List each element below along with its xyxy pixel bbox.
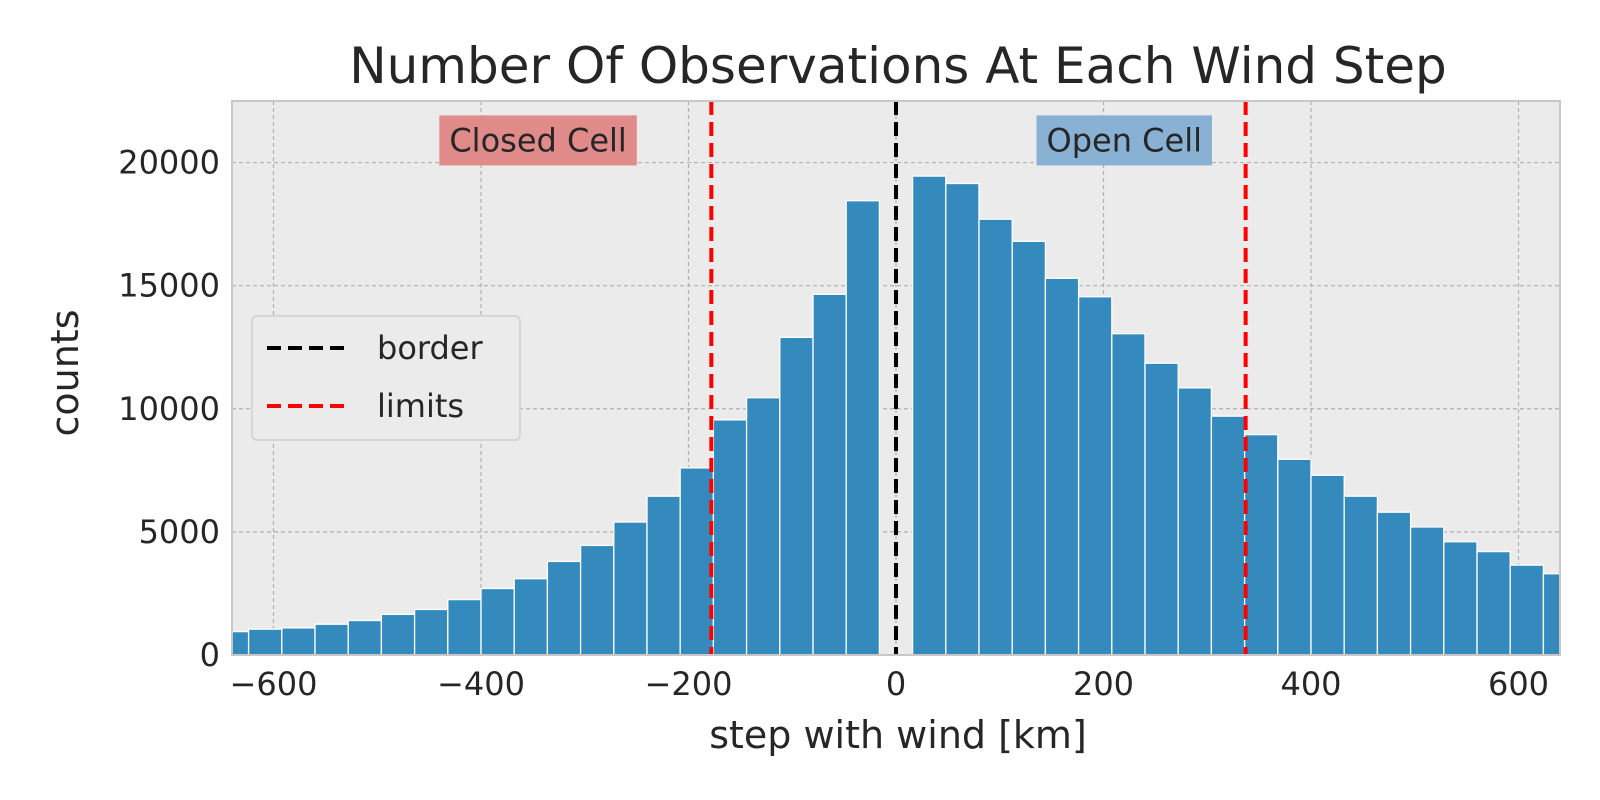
y-tick-label: 20000 [118, 144, 220, 182]
histogram-bar [579, 544, 615, 655]
histogram-bar [1077, 296, 1113, 655]
histogram-bar [480, 587, 515, 655]
histogram-bar [1210, 415, 1246, 655]
histogram-bar [845, 200, 881, 655]
annotation-text: Open Cell [1047, 121, 1202, 159]
histogram-bar [513, 578, 549, 655]
histogram-bar [679, 467, 715, 655]
y-tick-label: 15000 [118, 267, 220, 305]
x-tick-label: 200 [1073, 665, 1134, 703]
histogram-bar [945, 182, 980, 655]
histogram-bar [1310, 474, 1345, 655]
x-tick-label: −200 [645, 665, 733, 703]
histogram-bar [779, 336, 814, 655]
histogram-bar [1509, 564, 1545, 655]
histogram-bar [247, 628, 283, 655]
plot-frame [231, 100, 1561, 656]
x-tick-label: 600 [1488, 665, 1549, 703]
histogram-bar [1044, 277, 1080, 655]
x-tick-label: −600 [230, 665, 318, 703]
legend-label-border: border [377, 329, 483, 367]
histogram-bar [1111, 333, 1146, 655]
histogram-bar [413, 608, 449, 655]
x-tick-label: −400 [437, 665, 525, 703]
annotation-box [439, 115, 637, 166]
histogram-bar [812, 293, 847, 655]
histogram-bar [1443, 541, 1478, 655]
y-tick-label: 0 [200, 636, 220, 674]
x-tick-labels: −600 −400 −200 0 200 400 600 [230, 665, 1549, 703]
histogram-bar [613, 521, 648, 655]
y-tick-labels: 0 5000 10000 15000 20000 [118, 144, 220, 674]
y-axis-label: counts [43, 309, 87, 436]
histogram-bar [1277, 458, 1312, 655]
histogram-bar [380, 613, 416, 655]
annotation-box [1036, 115, 1212, 166]
histogram-bar [1376, 511, 1412, 655]
y-tick-label: 10000 [118, 390, 220, 428]
chart-title: Number Of Observations At Each Wind Step [349, 37, 1447, 95]
histogram-bar [1409, 526, 1445, 655]
x-axis-label: step with wind [km] [709, 713, 1087, 757]
histogram-bar [712, 419, 748, 655]
x-tick-label: 400 [1280, 665, 1341, 703]
open-cell-annotation: Open Cell [1036, 115, 1212, 166]
reference-lines [709, 101, 1248, 655]
annotation-text: Closed Cell [449, 121, 626, 159]
histogram-bar [447, 598, 482, 655]
histogram-bar [1011, 240, 1047, 655]
histogram-bar [1144, 362, 1179, 655]
histogram-bar [911, 175, 947, 655]
histogram-bar [745, 397, 781, 655]
histogram-bar [1542, 573, 1560, 655]
closed-cell-annotation: Closed Cell [439, 115, 637, 166]
histogram-bars [232, 175, 1560, 655]
annotation-boxes: Closed Cell Open Cell [439, 115, 1212, 166]
histogram-bar [1343, 495, 1379, 655]
histogram-bar [314, 623, 349, 655]
histogram-bar [347, 619, 383, 655]
legend: border limits [251, 315, 521, 441]
histogram-bar [646, 495, 681, 655]
histogram-bar [1177, 387, 1213, 655]
legend-label-limits: limits [377, 387, 464, 425]
y-tick-label: 5000 [139, 513, 220, 551]
histogram-bar [281, 627, 316, 655]
x-tick-label: 0 [886, 665, 906, 703]
histogram-bar [1476, 550, 1511, 655]
histogram-bar [1243, 433, 1279, 655]
histogram-bar [978, 218, 1013, 655]
histogram-bar [546, 560, 582, 655]
